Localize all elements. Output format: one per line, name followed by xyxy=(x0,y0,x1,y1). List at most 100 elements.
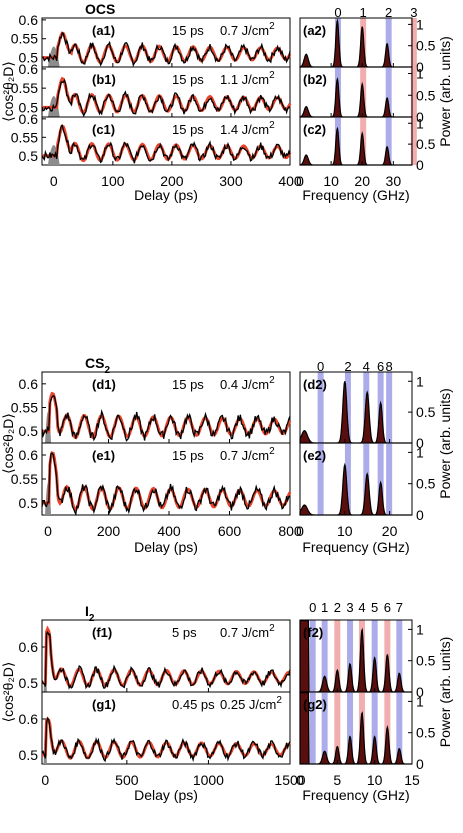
fluence-exponent: 2 xyxy=(269,120,275,131)
freq-tick-label: 0 xyxy=(296,173,304,189)
pulse-duration: 15 ps xyxy=(172,23,204,38)
time-axis-label: Delay (ps) xyxy=(134,787,198,803)
time-tick-label: 600 xyxy=(218,523,242,539)
panel-label: (e1) xyxy=(92,448,115,463)
time-tick-label: 0 xyxy=(41,772,49,788)
experiment-trace xyxy=(41,452,291,517)
panel-label: (f1) xyxy=(92,625,112,640)
j-state-label: 0 xyxy=(317,359,324,374)
j-state-band xyxy=(347,692,354,764)
j-state-band xyxy=(309,620,316,692)
time-axis-label: Delay (ps) xyxy=(134,187,198,203)
j-state-label: 1 xyxy=(360,5,367,20)
power-tick-label: 0 xyxy=(416,684,424,700)
time-tick-label: 200 xyxy=(160,173,184,189)
fluence-exponent: 2 xyxy=(269,623,275,634)
fluence-label: 0.25 J/cm2 xyxy=(220,695,282,712)
y-tick-label: 0.6 xyxy=(19,711,39,727)
power-tick-label: 1 xyxy=(416,444,424,460)
experiment-trace xyxy=(41,395,291,442)
j-state-band xyxy=(344,443,351,515)
y-tick-label: 0.5 xyxy=(19,423,39,439)
j-state-band xyxy=(344,372,351,443)
fluence-label: 0.7 J/cm2 xyxy=(220,21,275,38)
power-tick-label: 0.5 xyxy=(416,38,436,54)
fluence-label: 1.4 J/cm2 xyxy=(220,120,275,137)
j-state-band xyxy=(410,18,417,67)
panel-label: (b1) xyxy=(92,72,116,87)
power-tick-label: 0.5 xyxy=(416,653,436,669)
j-state-label: 8 xyxy=(386,359,393,374)
power-axis-label: Power (arb. units) xyxy=(437,388,453,498)
y-tick-label: 0.6 xyxy=(19,12,39,28)
j-state-band xyxy=(385,18,392,67)
j-state-band xyxy=(386,443,393,515)
experiment-trace xyxy=(41,716,291,763)
fluence-exponent: 2 xyxy=(276,695,282,706)
j-state-label: 2 xyxy=(334,600,341,615)
j-state-band xyxy=(386,372,393,443)
power-tick-label: 0 xyxy=(416,507,424,523)
spectrum-panel-label: (a2) xyxy=(303,23,326,38)
j-state-band xyxy=(321,620,328,692)
y-tick-label: 0.6 xyxy=(19,639,39,655)
spectrum-panel-label: (f2) xyxy=(303,625,323,640)
j-state-band xyxy=(385,117,392,165)
spectrum-panel-label: (g2) xyxy=(303,697,327,712)
fluence-exponent: 2 xyxy=(269,70,275,81)
pulse-duration: 15 ps xyxy=(172,448,204,463)
molecule-title: OCS xyxy=(85,1,115,17)
spectrum-panel-label: (b2) xyxy=(303,72,327,87)
freq-tick-label: 10 xyxy=(323,173,339,189)
pulse-duration: 15 ps xyxy=(172,122,204,137)
y-tick-label: 0.5 xyxy=(19,675,39,691)
freq-tick-label: 10 xyxy=(337,523,353,539)
plot-frame xyxy=(41,116,291,166)
time-tick-label: 1000 xyxy=(193,772,224,788)
j-state-band xyxy=(321,692,328,764)
spectrum-panel-label: (e2) xyxy=(303,448,326,463)
time-tick-label: 500 xyxy=(115,772,139,788)
j-state-band xyxy=(410,67,417,117)
alignment-axis-label: ⟨cos²θ₂D⟩ xyxy=(0,61,16,122)
y-tick-label: 0.55 xyxy=(11,129,38,145)
freq-tick-label: 0 xyxy=(296,772,304,788)
j-state-band xyxy=(371,620,378,692)
j-state-band xyxy=(410,117,417,165)
power-tick-label: 0.5 xyxy=(416,87,436,103)
freq-tick-label: 30 xyxy=(386,173,402,189)
experiment-trace xyxy=(41,78,291,118)
time-tick-label: 0 xyxy=(44,523,52,539)
y-tick-label: 0.5 xyxy=(19,50,39,66)
power-tick-label: 1 xyxy=(416,693,424,709)
power-tick-label: 1 xyxy=(416,16,424,32)
time-tick-label: 1500 xyxy=(274,772,305,788)
simulation-trace xyxy=(42,716,291,760)
freq-tick-label: 5 xyxy=(333,772,341,788)
y-tick-label: 0.6 xyxy=(19,61,39,77)
molecule-subscript: 2 xyxy=(104,365,110,376)
time-tick-label: 200 xyxy=(97,523,121,539)
freq-tick-label: 20 xyxy=(382,523,398,539)
j-state-band xyxy=(317,443,324,515)
j-state-label: 2 xyxy=(344,359,351,374)
power-tick-label: 1 xyxy=(416,115,424,131)
time-tick-label: 400 xyxy=(278,173,302,189)
alignment-axis-label: ⟨cos²θ₂D⟩ xyxy=(0,413,16,474)
y-tick-label: 0.5 xyxy=(19,99,39,115)
power-tick-label: 0.5 xyxy=(416,725,436,741)
panel-label: (a1) xyxy=(92,23,115,38)
fluence-label: 0.7 J/cm2 xyxy=(220,446,275,463)
y-tick-label: 0.6 xyxy=(19,376,39,392)
j-state-label: 7 xyxy=(396,600,403,615)
molecule-subscript: 2 xyxy=(89,613,95,624)
power-axis-label: Power (arb. units) xyxy=(437,637,453,747)
time-tick-label: 400 xyxy=(157,523,181,539)
fluence-exponent: 2 xyxy=(269,21,275,32)
j-state-label: 3 xyxy=(410,5,417,20)
power-tick-label: 0.5 xyxy=(416,476,436,492)
molecule-title: I2 xyxy=(85,603,95,624)
j-state-band xyxy=(396,620,403,692)
pulse-duration: 15 ps xyxy=(172,377,204,392)
